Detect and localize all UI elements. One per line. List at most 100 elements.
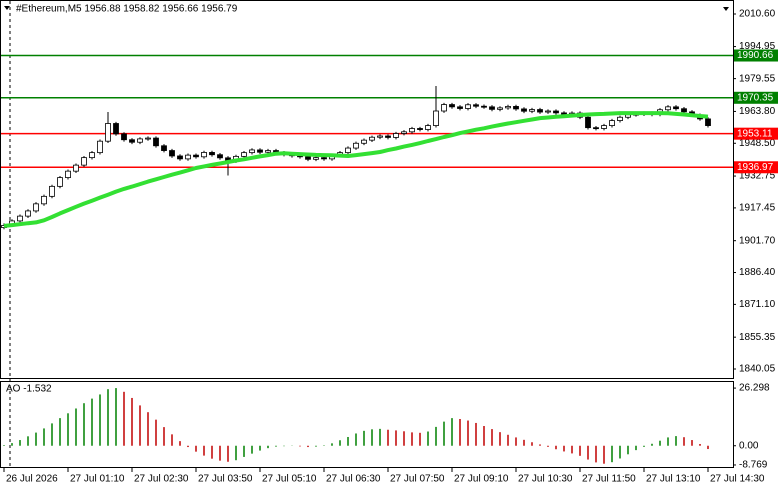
candle-body [313,157,319,160]
candle-body [393,133,399,138]
candle-body [321,157,327,160]
candle-body [401,131,407,134]
x-tick-label: 27 Jul 10:30 [518,474,573,485]
level-label-box [734,91,778,104]
candle-body [169,150,175,157]
candle-body [129,139,135,143]
candle-body [89,152,95,159]
x-tick-label: 26 Jul 2026 [6,474,58,485]
candle-body [137,138,143,143]
y-tick-label: 2010.60 [739,9,776,20]
candle-body [673,106,679,110]
x-tick-label: 27 Jul 07:50 [390,474,445,485]
y-tick-label: 1840.05 [739,364,776,375]
candle-body [513,106,519,110]
candle-body [113,123,119,135]
candle-body [153,137,159,147]
candle-body [497,107,503,110]
y-tick-label: 1917.45 [739,203,776,214]
y-tick-label: 1871.10 [739,299,776,310]
x-tick-label: 27 Jul 02:30 [134,474,189,485]
candle-body [585,116,591,129]
moving-average [3,111,709,228]
candle-body [425,125,431,130]
candle-body [537,109,543,113]
candle-body [545,110,551,113]
candle-body [593,127,599,130]
x-tick-label: 27 Jul 06:30 [326,474,381,485]
y-tick-label: 1979.55 [739,73,776,84]
candle-body [25,210,31,217]
level-label: 1990.66 [737,50,774,61]
candle-body [705,118,711,126]
candle-body [681,108,687,113]
candle-body [257,149,263,153]
y-tick-label: 1886.40 [739,267,776,278]
candle-body [145,137,151,140]
y-tick-label: 1963.80 [739,106,776,117]
candle-body [417,128,423,130]
chart-title: #Ethereum,M5 1956.88 1958.82 1956.66 195… [16,4,238,15]
candle-body [345,147,351,154]
candle-body [609,120,615,126]
candle-body [361,139,367,144]
candle-body [161,145,167,151]
main-panel [0,0,734,379]
candle-body [409,128,415,133]
candle-body [57,177,63,187]
y-tick-label: 1901.70 [739,235,776,246]
candle-body [121,133,127,141]
candle-body [81,157,87,166]
candle-body [249,149,255,154]
candle-body [193,154,199,158]
candle-body [505,106,511,109]
level-label-box [734,161,778,174]
x-tick-label: 27 Jul 09:10 [454,474,509,485]
candle-body [449,104,455,108]
candle-body [217,154,223,159]
candle-body [97,140,103,154]
candle-body [209,152,215,156]
y-tick-label: 0.00 [739,440,759,451]
indicator-title: AO -1.532 [6,384,52,395]
candle-body [265,150,271,153]
candle-body [185,154,191,160]
candle-body [665,106,671,111]
level-label-box [734,49,778,62]
candle-body [41,195,47,205]
candle-body [433,110,439,126]
candle-body [33,203,39,212]
candle-body [625,114,631,118]
candle-body [481,105,487,108]
candle-body [105,123,111,142]
candle-body [601,125,607,129]
candle-body [65,170,71,179]
candle-body [305,156,311,160]
menu-arrow [4,6,10,10]
candle-body [241,152,247,157]
candle-body [377,135,383,138]
candle-body [17,215,23,222]
level-label: 1953.11 [737,128,773,139]
x-tick-label: 27 Jul 05:10 [262,474,317,485]
candle-body [553,110,559,114]
y-tick-label: 1932.75 [739,171,776,182]
y-tick-label: 1855.35 [739,332,776,343]
candle-body [465,104,471,109]
candle-body [489,106,495,110]
oscillator-panel [0,381,734,468]
y-tick-label: 26.298 [739,383,770,394]
x-tick-label: 27 Jul 03:50 [198,474,253,485]
x-tick-label: 27 Jul 01:10 [70,474,125,485]
candle-body [385,135,391,138]
candle-body [473,104,479,107]
y-tick-label: -8.769 [739,460,768,471]
candle-body [177,155,183,160]
candle-body [369,136,375,141]
candle-body [353,142,359,149]
candle-body [73,164,79,172]
level-label: 1970.35 [737,92,774,103]
